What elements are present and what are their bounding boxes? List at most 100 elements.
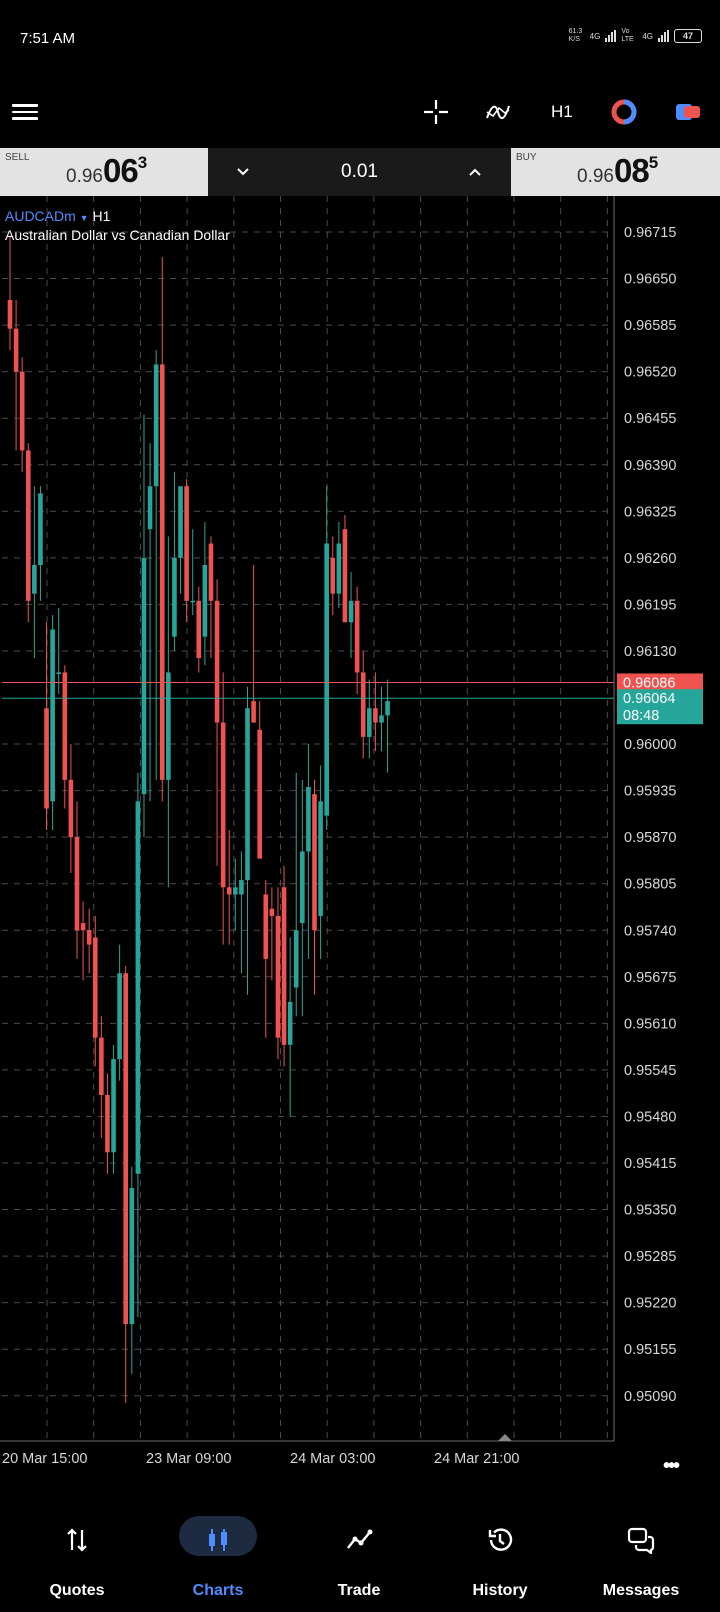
sell-price: 0.96063 xyxy=(66,152,148,189)
price-tick-label: 0.95220 xyxy=(624,1296,676,1312)
price-tick-label: 0.95545 xyxy=(624,1063,676,1079)
candle-body xyxy=(129,1188,135,1325)
crosshair-icon[interactable] xyxy=(422,98,450,126)
candle-body xyxy=(360,672,366,737)
time-tick-label: 24 Mar 03:00 xyxy=(290,1451,375,1467)
candle-body xyxy=(13,328,19,372)
time-tick-label: 24 Mar 21:00 xyxy=(434,1451,519,1467)
candle-body xyxy=(184,486,189,601)
candle-body xyxy=(92,937,98,1038)
charts-icon xyxy=(209,1529,227,1551)
price-tick-label: 0.96260 xyxy=(624,551,676,567)
nav-trade[interactable]: Trade xyxy=(287,1500,431,1612)
candle-body xyxy=(190,600,195,603)
chevron-down-icon[interactable] xyxy=(234,163,252,181)
candle-body xyxy=(226,887,232,895)
candle-body xyxy=(257,729,262,859)
candle-body xyxy=(300,851,305,924)
status-bar: 7:51 AM 61.3 K/S 4G Vo LTE 4G 47 xyxy=(0,0,720,80)
candle xyxy=(159,257,165,802)
price-tick-label: 0.95285 xyxy=(624,1249,676,1265)
price-tick-label: 0.95675 xyxy=(624,970,676,986)
messages-icon xyxy=(627,1527,655,1554)
net-speed: 61.3 K/S xyxy=(568,28,583,43)
menu-icon[interactable] xyxy=(12,100,38,122)
chevron-up-icon[interactable] xyxy=(466,163,484,181)
candle-body xyxy=(50,629,55,802)
candle-body xyxy=(342,529,348,623)
ask-price-tag xyxy=(617,673,703,691)
indicators-icon[interactable] xyxy=(484,98,512,126)
candle-body xyxy=(141,557,147,795)
bid-price-tag xyxy=(617,689,703,725)
candle xyxy=(306,744,311,959)
symbol-dropdown-icon[interactable]: ▼ xyxy=(79,213,89,223)
candle xyxy=(184,479,189,623)
objects-icon[interactable] xyxy=(674,98,702,126)
buy-label: BUY xyxy=(516,152,537,163)
candle xyxy=(293,772,299,1017)
buy-button[interactable]: BUY 0.96085 xyxy=(511,148,720,196)
candle-body xyxy=(196,600,202,659)
lot-input[interactable]: 0.01 xyxy=(341,161,378,182)
price-tick-label: 0.95935 xyxy=(624,784,676,800)
nav-history[interactable]: History xyxy=(428,1500,572,1612)
candle xyxy=(226,829,232,945)
candle xyxy=(74,801,80,959)
sell-button[interactable]: SELL 0.96063 xyxy=(0,148,208,196)
quotes-icon xyxy=(67,1528,87,1552)
nav-quotes[interactable]: Quotes xyxy=(5,1500,149,1612)
battery-icon: 47 xyxy=(674,29,702,43)
candle-body xyxy=(56,672,62,674)
price-tick-label: 0.95480 xyxy=(624,1109,676,1125)
candle-body xyxy=(281,887,287,1045)
symbol-name[interactable]: AUDCADm xyxy=(5,208,76,224)
nav-messages[interactable]: Messages xyxy=(569,1500,713,1612)
candle-body xyxy=(330,557,336,594)
candle xyxy=(379,686,384,752)
candle-body xyxy=(202,565,208,637)
candle-body xyxy=(251,701,256,723)
candle-body xyxy=(44,708,49,809)
candle xyxy=(263,880,269,1038)
price-tick-label: 0.96455 xyxy=(624,411,676,427)
candle-body xyxy=(159,364,165,780)
candle xyxy=(287,937,293,1117)
price-tick-label: 0.96585 xyxy=(624,318,676,334)
candle-body xyxy=(379,715,384,723)
candle xyxy=(147,443,153,802)
price-tick-label: 0.95805 xyxy=(624,877,676,893)
signal-icon xyxy=(605,30,617,42)
candle-body xyxy=(147,486,153,530)
candle xyxy=(80,901,86,981)
candle xyxy=(153,350,159,780)
candle-body xyxy=(214,600,220,723)
candle-body xyxy=(239,880,244,895)
candle xyxy=(367,679,372,759)
net-type-1: 4G xyxy=(589,31,601,41)
price-tick-label: 0.96000 xyxy=(624,737,676,753)
candle-body xyxy=(336,543,342,594)
candle-body xyxy=(38,493,43,566)
more-options-icon[interactable]: ••• xyxy=(663,1455,680,1477)
candle-body xyxy=(324,543,329,816)
history-icon xyxy=(488,1528,513,1551)
candle xyxy=(220,672,226,945)
nav-charts[interactable]: Charts xyxy=(146,1500,290,1612)
candle xyxy=(269,887,275,981)
price-tick-label: 0.95155 xyxy=(624,1342,676,1358)
volte-label: Vo LTE xyxy=(621,28,634,43)
candle xyxy=(214,579,220,866)
candle xyxy=(19,357,25,472)
price-tick-label: 0.95350 xyxy=(624,1203,676,1219)
candle-body xyxy=(74,837,80,931)
candle-body xyxy=(367,708,372,737)
price-tick-label: 0.95740 xyxy=(624,923,676,939)
color-theme-icon[interactable] xyxy=(610,98,638,126)
timeframe-button[interactable]: H1 xyxy=(551,102,573,121)
price-chart[interactable]: 0.96715 0.96650 0.96585 0.96520 0.96455 0.963… xyxy=(0,196,720,1498)
price-tick-label: 0.96130 xyxy=(624,644,676,660)
candle-body xyxy=(105,1094,110,1153)
nav-label: Charts xyxy=(192,1582,244,1599)
candle xyxy=(202,522,208,666)
